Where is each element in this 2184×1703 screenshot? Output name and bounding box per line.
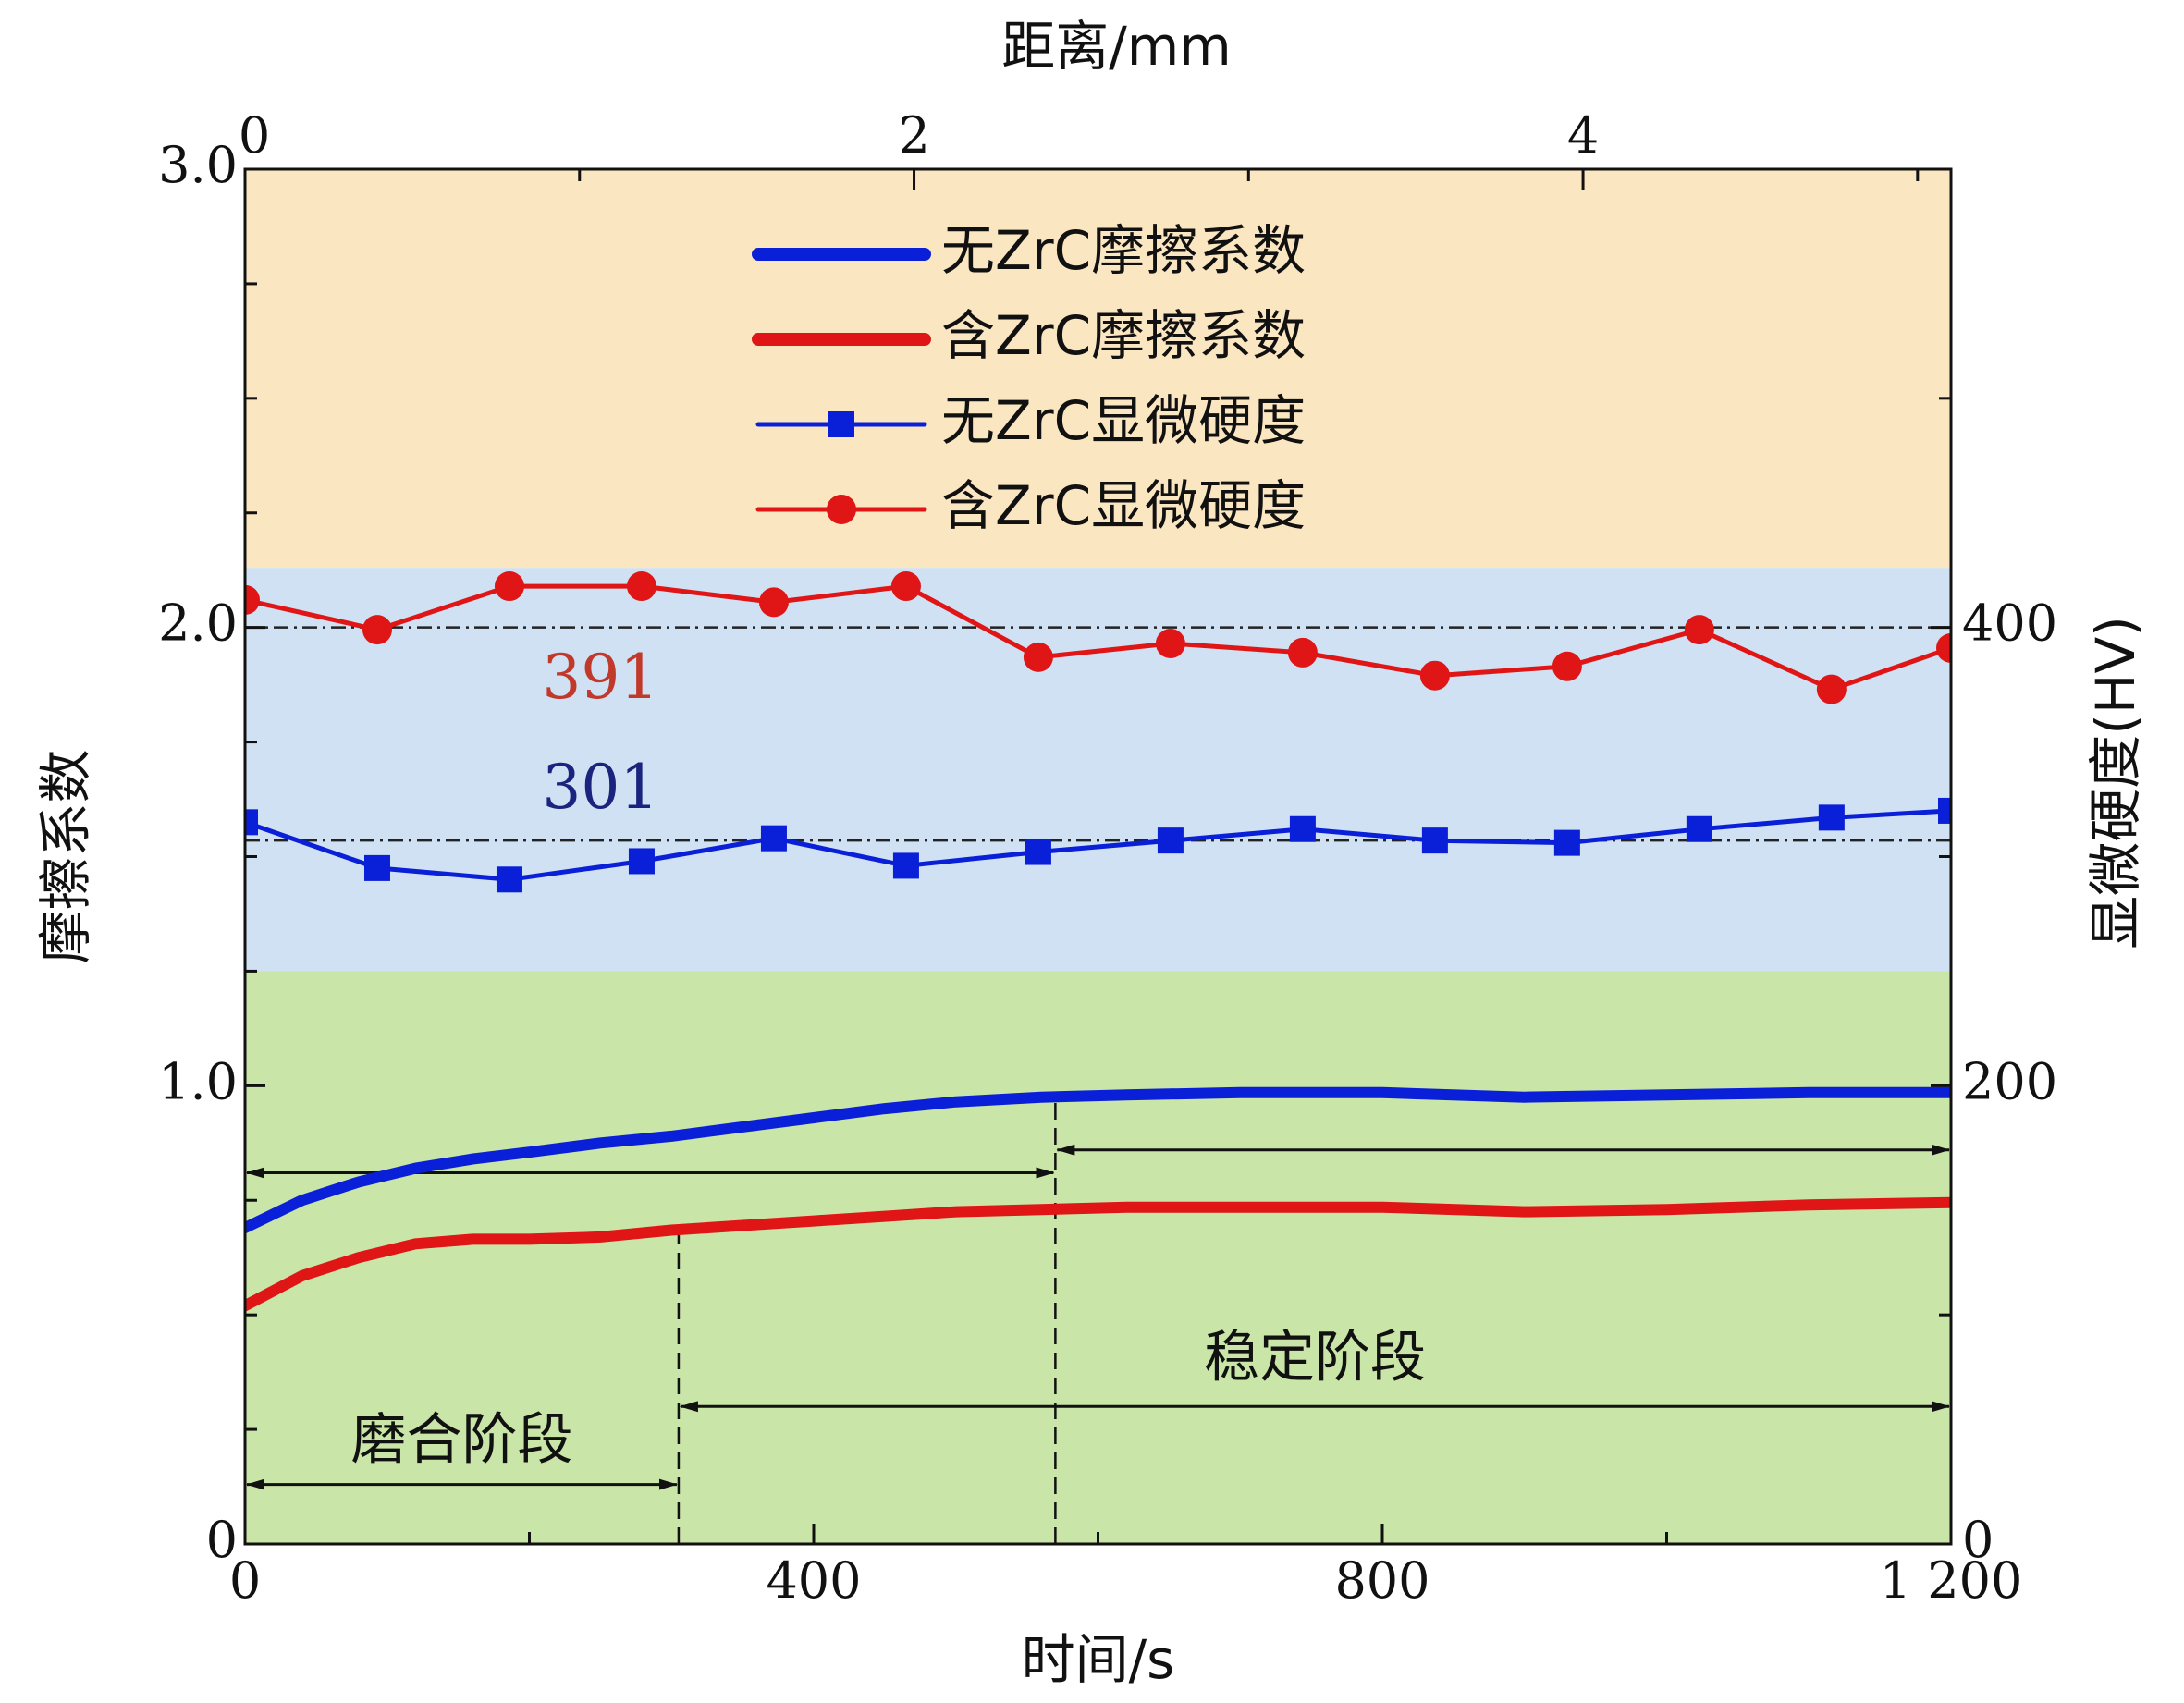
y2-tick-label: 400 xyxy=(1962,594,2057,653)
y-axis-title: 摩擦系数 xyxy=(34,749,97,963)
data-point-2-11 xyxy=(1686,815,1712,842)
data-point-3-1 xyxy=(362,615,392,645)
data-point-3-11 xyxy=(1684,615,1714,645)
x2-tick-label: 0 xyxy=(239,106,270,165)
data-point-2-2 xyxy=(496,866,522,893)
legend-marker-2 xyxy=(828,411,854,437)
background-bands xyxy=(245,169,1951,1544)
x-tick-label: 800 xyxy=(1334,1551,1429,1610)
x2-tick-label: 4 xyxy=(1567,106,1599,165)
y-tick-label: 1.0 xyxy=(158,1052,238,1110)
x-axis-title: 时间/s xyxy=(1022,1628,1175,1691)
series-line-2 xyxy=(245,808,1951,882)
x-tick-label: 400 xyxy=(766,1551,861,1610)
series-1 xyxy=(245,1196,1951,1312)
data-point-3-7 xyxy=(1155,629,1185,659)
data-point-2-12 xyxy=(1818,804,1845,831)
legend-label-1: 含ZrC摩擦系数 xyxy=(941,304,1306,367)
reference-lines xyxy=(245,626,1951,842)
data-point-2-9 xyxy=(1421,827,1448,854)
y2-tick-label: 200 xyxy=(1962,1052,2057,1110)
data-point-3-10 xyxy=(1552,651,1582,681)
stage-label-0: 磨合阶段 xyxy=(350,1408,572,1473)
series-line-1 xyxy=(245,1196,1951,1312)
series-3 xyxy=(245,571,1951,704)
x2-axis-title: 距离/mm xyxy=(1001,15,1232,78)
legend-label-3: 含ZrC显微硬度 xyxy=(941,474,1306,537)
average-label-1: 301 xyxy=(542,752,658,823)
band-2 xyxy=(245,971,1951,1544)
data-point-3-6 xyxy=(1023,642,1053,672)
data-point-2-0 xyxy=(245,809,258,836)
data-point-3-8 xyxy=(1287,637,1318,668)
x-tick-label: 0 xyxy=(229,1551,261,1610)
data-point-2-8 xyxy=(1289,815,1316,842)
data-point-2-13 xyxy=(1938,797,1951,824)
data-point-2-1 xyxy=(363,854,390,881)
data-point-3-0 xyxy=(245,584,260,615)
average-label-0: 391 xyxy=(542,642,658,713)
legend-label-0: 无ZrC摩擦系数 xyxy=(941,219,1306,282)
y2-axis-title: 显微硬度(HV) xyxy=(2084,616,2147,950)
series-line-3 xyxy=(245,583,1951,692)
data-point-3-13 xyxy=(1936,632,1951,663)
x2-tick-label: 2 xyxy=(898,106,929,165)
y-tick-label: 3.0 xyxy=(158,136,238,194)
data-point-3-9 xyxy=(1419,660,1450,691)
series-0 xyxy=(245,1086,1951,1233)
data-point-2-5 xyxy=(892,852,919,879)
x-tick-label: 1 200 xyxy=(1880,1551,2023,1610)
data-point-3-12 xyxy=(1816,674,1847,704)
data-point-3-5 xyxy=(890,571,921,602)
y-tick-label: 0 xyxy=(206,1511,238,1569)
average-labels: 391 301 xyxy=(542,642,658,823)
data-point-2-6 xyxy=(1025,839,1051,865)
series-2 xyxy=(245,797,1951,893)
series-line-0 xyxy=(245,1086,1951,1233)
data-point-3-3 xyxy=(626,571,656,602)
legend-marker-3 xyxy=(827,495,856,524)
data-point-2-7 xyxy=(1157,827,1184,854)
data-point-2-4 xyxy=(760,825,787,852)
y-tick-label: 2.0 xyxy=(158,594,238,653)
axis-titles: 时间/s 距离/mm 摩擦系数 显微硬度(HV) xyxy=(34,15,2147,1691)
y2-tick-label: 0 xyxy=(1962,1511,1994,1569)
series-layer xyxy=(245,571,1951,1312)
band-0 xyxy=(245,169,1951,569)
data-point-3-2 xyxy=(494,571,524,602)
data-point-3-4 xyxy=(758,587,789,618)
stage-annotations: 磨合阶段 稳定阶段 xyxy=(246,1099,1950,1544)
data-point-2-10 xyxy=(1553,829,1580,856)
band-1 xyxy=(245,568,1951,972)
data-point-2-3 xyxy=(628,848,655,875)
stage-label-1: 稳定阶段 xyxy=(1204,1325,1426,1390)
legend-label-2: 无ZrC显微硬度 xyxy=(941,389,1306,452)
